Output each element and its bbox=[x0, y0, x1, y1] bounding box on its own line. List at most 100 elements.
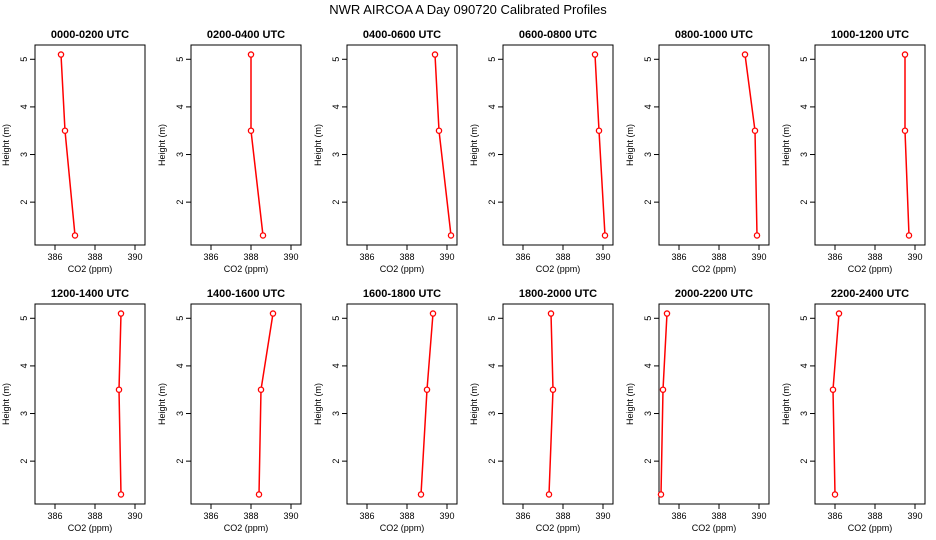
y-tick-label: 3 bbox=[799, 411, 809, 416]
data-point bbox=[835, 310, 843, 317]
y-tick-label: 4 bbox=[799, 363, 809, 368]
data-point bbox=[545, 491, 553, 498]
y-axis-label: Height (m) bbox=[469, 124, 479, 166]
data-point bbox=[259, 232, 267, 239]
x-axis-label: CO2 (ppm) bbox=[224, 264, 269, 274]
series-line bbox=[660, 313, 668, 495]
data-point bbox=[423, 386, 431, 393]
y-tick-label: 3 bbox=[331, 411, 341, 416]
y-tick-label: 2 bbox=[643, 200, 653, 205]
y-tick-label: 3 bbox=[175, 152, 185, 157]
y-tick-label: 2 bbox=[331, 200, 341, 205]
y-tick-label: 3 bbox=[19, 152, 29, 157]
x-tick-label: 388 bbox=[399, 511, 414, 521]
data-point bbox=[659, 386, 667, 393]
y-tick-label: 2 bbox=[799, 200, 809, 205]
y-tick-label: 5 bbox=[175, 57, 185, 62]
x-tick-label: 390 bbox=[751, 511, 766, 521]
data-point bbox=[901, 127, 909, 134]
y-tick-label: 2 bbox=[175, 459, 185, 464]
y-tick-label: 5 bbox=[643, 57, 653, 62]
y-axis-label: Height (m) bbox=[625, 124, 635, 166]
data-point bbox=[657, 491, 665, 498]
series-line bbox=[258, 313, 274, 495]
chart-panel: 1800-2000 UTC 386 388 390 2 3 4 5 CO2 (ppm) Heigh… bbox=[469, 288, 614, 533]
y-tick-label: 4 bbox=[175, 363, 185, 368]
panel-title: 0600-0800 UTC bbox=[519, 29, 597, 41]
plot-frame bbox=[34, 303, 146, 505]
data-point bbox=[753, 232, 761, 239]
chart-panel: 0000-0200 UTC 386 388 390 2 3 4 5 CO2 (ppm) Heigh… bbox=[1, 29, 146, 274]
y-tick-label: 4 bbox=[643, 363, 653, 368]
data-point bbox=[429, 310, 437, 317]
x-tick-label: 386 bbox=[515, 511, 530, 521]
x-tick-label: 390 bbox=[127, 511, 142, 521]
x-tick-label: 386 bbox=[47, 511, 62, 521]
y-axis-label: Height (m) bbox=[157, 124, 167, 166]
data-point bbox=[61, 127, 69, 134]
y-tick-label: 2 bbox=[487, 459, 497, 464]
y-tick-label: 4 bbox=[331, 104, 341, 109]
x-tick-label: 390 bbox=[595, 511, 610, 521]
panel-title: 1400-1600 UTC bbox=[207, 288, 285, 300]
y-axis-label: Height (m) bbox=[625, 383, 635, 425]
y-axis-label: Height (m) bbox=[469, 383, 479, 425]
y-tick-label: 4 bbox=[19, 363, 29, 368]
x-tick-label: 386 bbox=[203, 252, 218, 262]
x-tick-label: 386 bbox=[359, 511, 374, 521]
y-tick-label: 3 bbox=[331, 152, 341, 157]
plot-frame bbox=[502, 303, 614, 505]
series-line bbox=[548, 313, 554, 495]
chart-panel: 0200-0400 UTC 386 388 390 2 3 4 5 CO2 (ppm) Heigh… bbox=[157, 29, 302, 274]
plot-frame bbox=[346, 44, 458, 246]
y-tick-label: 2 bbox=[175, 200, 185, 205]
x-axis-label: CO2 (ppm) bbox=[224, 523, 269, 533]
x-tick-label: 390 bbox=[439, 252, 454, 262]
x-tick-label: 386 bbox=[671, 511, 686, 521]
y-tick-label: 2 bbox=[643, 459, 653, 464]
data-point bbox=[751, 127, 759, 134]
chart-panel: 1600-1800 UTC 386 388 390 2 3 4 5 CO2 (ppm) Heigh… bbox=[313, 288, 458, 533]
x-tick-label: 388 bbox=[243, 511, 258, 521]
data-point bbox=[447, 232, 455, 239]
y-axis-label: Height (m) bbox=[1, 124, 11, 166]
y-tick-label: 4 bbox=[487, 104, 497, 109]
y-tick-label: 4 bbox=[175, 104, 185, 109]
y-tick-label: 3 bbox=[175, 411, 185, 416]
y-tick-label: 3 bbox=[19, 411, 29, 416]
series-line bbox=[60, 54, 76, 236]
plot-frame bbox=[190, 303, 302, 505]
x-tick-label: 388 bbox=[87, 511, 102, 521]
data-point bbox=[547, 310, 555, 317]
y-tick-label: 5 bbox=[19, 57, 29, 62]
y-tick-label: 3 bbox=[487, 411, 497, 416]
data-point bbox=[117, 310, 125, 317]
y-tick-label: 5 bbox=[19, 316, 29, 321]
data-point bbox=[257, 386, 265, 393]
data-point bbox=[829, 386, 837, 393]
x-tick-label: 390 bbox=[595, 252, 610, 262]
page-title: NWR AIRCOA A Day 090720 Calibrated Profi… bbox=[329, 2, 607, 17]
x-tick-label: 390 bbox=[283, 511, 298, 521]
y-tick-label: 5 bbox=[799, 316, 809, 321]
x-tick-label: 390 bbox=[127, 252, 142, 262]
panel-title: 0000-0200 UTC bbox=[51, 29, 129, 41]
data-point bbox=[115, 386, 123, 393]
series-line bbox=[434, 54, 452, 236]
x-axis-label: CO2 (ppm) bbox=[848, 523, 893, 533]
data-point bbox=[905, 232, 913, 239]
panel-title: 0200-0400 UTC bbox=[207, 29, 285, 41]
x-axis-label: CO2 (ppm) bbox=[536, 264, 581, 274]
panel-title: 1200-1400 UTC bbox=[51, 288, 129, 300]
panel-title: 1800-2000 UTC bbox=[519, 288, 597, 300]
panel-title: 0400-0600 UTC bbox=[363, 29, 441, 41]
y-axis-label: Height (m) bbox=[157, 383, 167, 425]
x-tick-label: 390 bbox=[283, 252, 298, 262]
data-point bbox=[269, 310, 277, 317]
x-tick-label: 388 bbox=[711, 511, 726, 521]
series-line bbox=[594, 54, 606, 236]
y-tick-label: 3 bbox=[487, 152, 497, 157]
plot-frame bbox=[658, 303, 770, 505]
y-axis-label: Height (m) bbox=[1, 383, 11, 425]
